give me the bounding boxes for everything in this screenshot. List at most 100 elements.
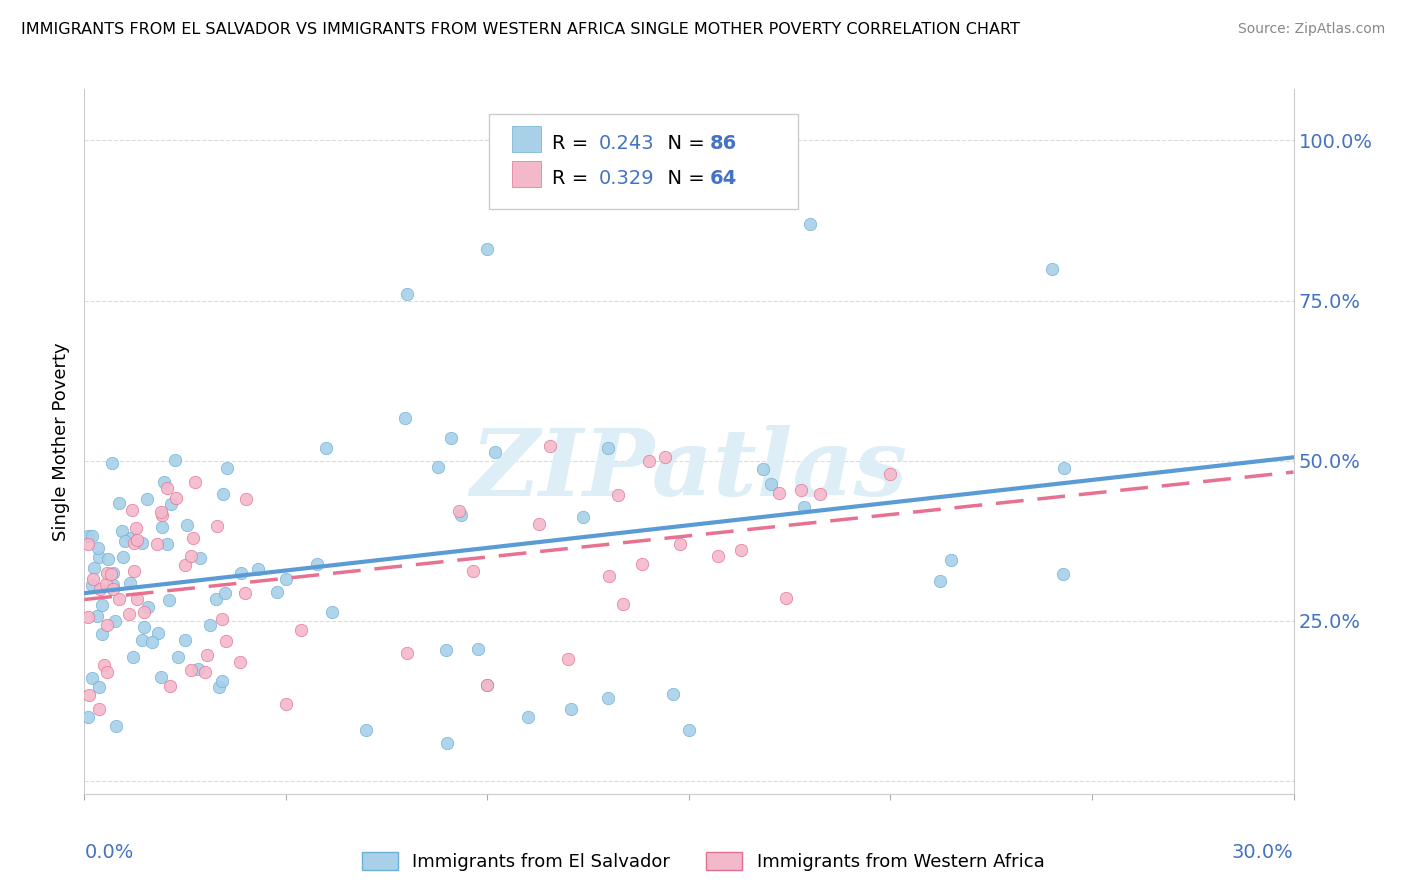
Point [89, 550, 111, 565]
Point [205, 591, 228, 606]
Point [125, 520, 148, 534]
Point [1052, 567, 1074, 582]
Point [808, 487, 831, 501]
Y-axis label: Single Mother Poverty: Single Mother Poverty [52, 343, 70, 541]
Point [93, 658, 115, 673]
Point [124, 536, 146, 550]
Point [208, 681, 231, 695]
Point [132, 620, 155, 634]
Point [176, 517, 198, 532]
Point [654, 450, 676, 464]
Point [86, 609, 108, 624]
Point [97, 552, 120, 566]
Text: 0.243: 0.243 [599, 134, 654, 153]
Point [752, 462, 775, 476]
Point [233, 585, 256, 599]
Point [131, 535, 153, 549]
Point [86, 541, 108, 556]
Point [434, 643, 457, 657]
Point [136, 491, 159, 506]
Point [187, 662, 209, 676]
Point [94, 577, 117, 591]
Point [631, 557, 654, 571]
Text: R =: R = [553, 169, 595, 188]
Legend: Immigrants from El Salvador, Immigrants from Western Africa: Immigrants from El Salvador, Immigrants … [354, 845, 1052, 879]
Point [83, 560, 105, 574]
Point [879, 467, 901, 481]
Point [730, 543, 752, 558]
Point [669, 537, 692, 551]
Point [87, 701, 110, 715]
Point [477, 678, 499, 692]
Point [427, 460, 450, 475]
Point [111, 524, 134, 538]
Point [598, 569, 620, 583]
Point [484, 445, 506, 459]
Point [477, 678, 499, 692]
Point [180, 663, 202, 677]
Point [761, 476, 783, 491]
Point [101, 566, 124, 580]
Point [165, 491, 187, 506]
Point [194, 665, 217, 680]
Point [152, 475, 174, 489]
Point [395, 646, 418, 660]
Point [118, 607, 141, 621]
Point [103, 582, 125, 596]
Point [211, 612, 233, 626]
Point [77, 529, 100, 543]
Point [598, 690, 620, 705]
Point [707, 549, 730, 563]
Point [77, 609, 100, 624]
Point [80, 577, 103, 591]
Text: 64: 64 [710, 169, 737, 188]
Point [77, 537, 100, 551]
Point [105, 719, 128, 733]
Point [96, 665, 118, 679]
Point [463, 564, 485, 578]
Point [122, 649, 145, 664]
Point [145, 537, 167, 551]
Point [447, 504, 470, 518]
Point [96, 618, 118, 632]
Point [174, 632, 197, 647]
Point [149, 670, 172, 684]
Point [89, 582, 111, 597]
Point [150, 520, 173, 534]
Point [612, 597, 634, 611]
Point [125, 533, 148, 547]
Point [768, 486, 790, 500]
Point [1040, 261, 1063, 276]
FancyBboxPatch shape [512, 126, 541, 152]
Point [246, 562, 269, 576]
Point [79, 688, 101, 702]
Text: ZIPatlas: ZIPatlas [471, 425, 907, 515]
Point [799, 217, 821, 231]
Point [235, 492, 257, 507]
Point [928, 574, 950, 589]
Point [188, 551, 211, 566]
Point [790, 483, 813, 497]
Text: IMMIGRANTS FROM EL SALVADOR VS IMMIGRANTS FROM WESTERN AFRICA SINGLE MOTHER POVE: IMMIGRANTS FROM EL SALVADOR VS IMMIGRANT… [21, 22, 1019, 37]
Point [150, 508, 173, 522]
Point [477, 243, 499, 257]
Point [91, 627, 114, 641]
Point [159, 679, 181, 693]
Text: 0.329: 0.329 [599, 169, 654, 188]
Point [103, 578, 125, 592]
Point [266, 585, 288, 599]
Point [96, 566, 118, 580]
Point [184, 475, 207, 490]
Point [163, 453, 186, 467]
Point [180, 549, 202, 563]
Point [557, 652, 579, 666]
Point [290, 623, 312, 637]
Point [120, 531, 142, 545]
Point [395, 287, 418, 301]
Point [606, 488, 628, 502]
Point [82, 528, 104, 542]
Point [598, 441, 620, 455]
Point [775, 591, 797, 605]
Point [159, 497, 181, 511]
Point [572, 510, 595, 524]
